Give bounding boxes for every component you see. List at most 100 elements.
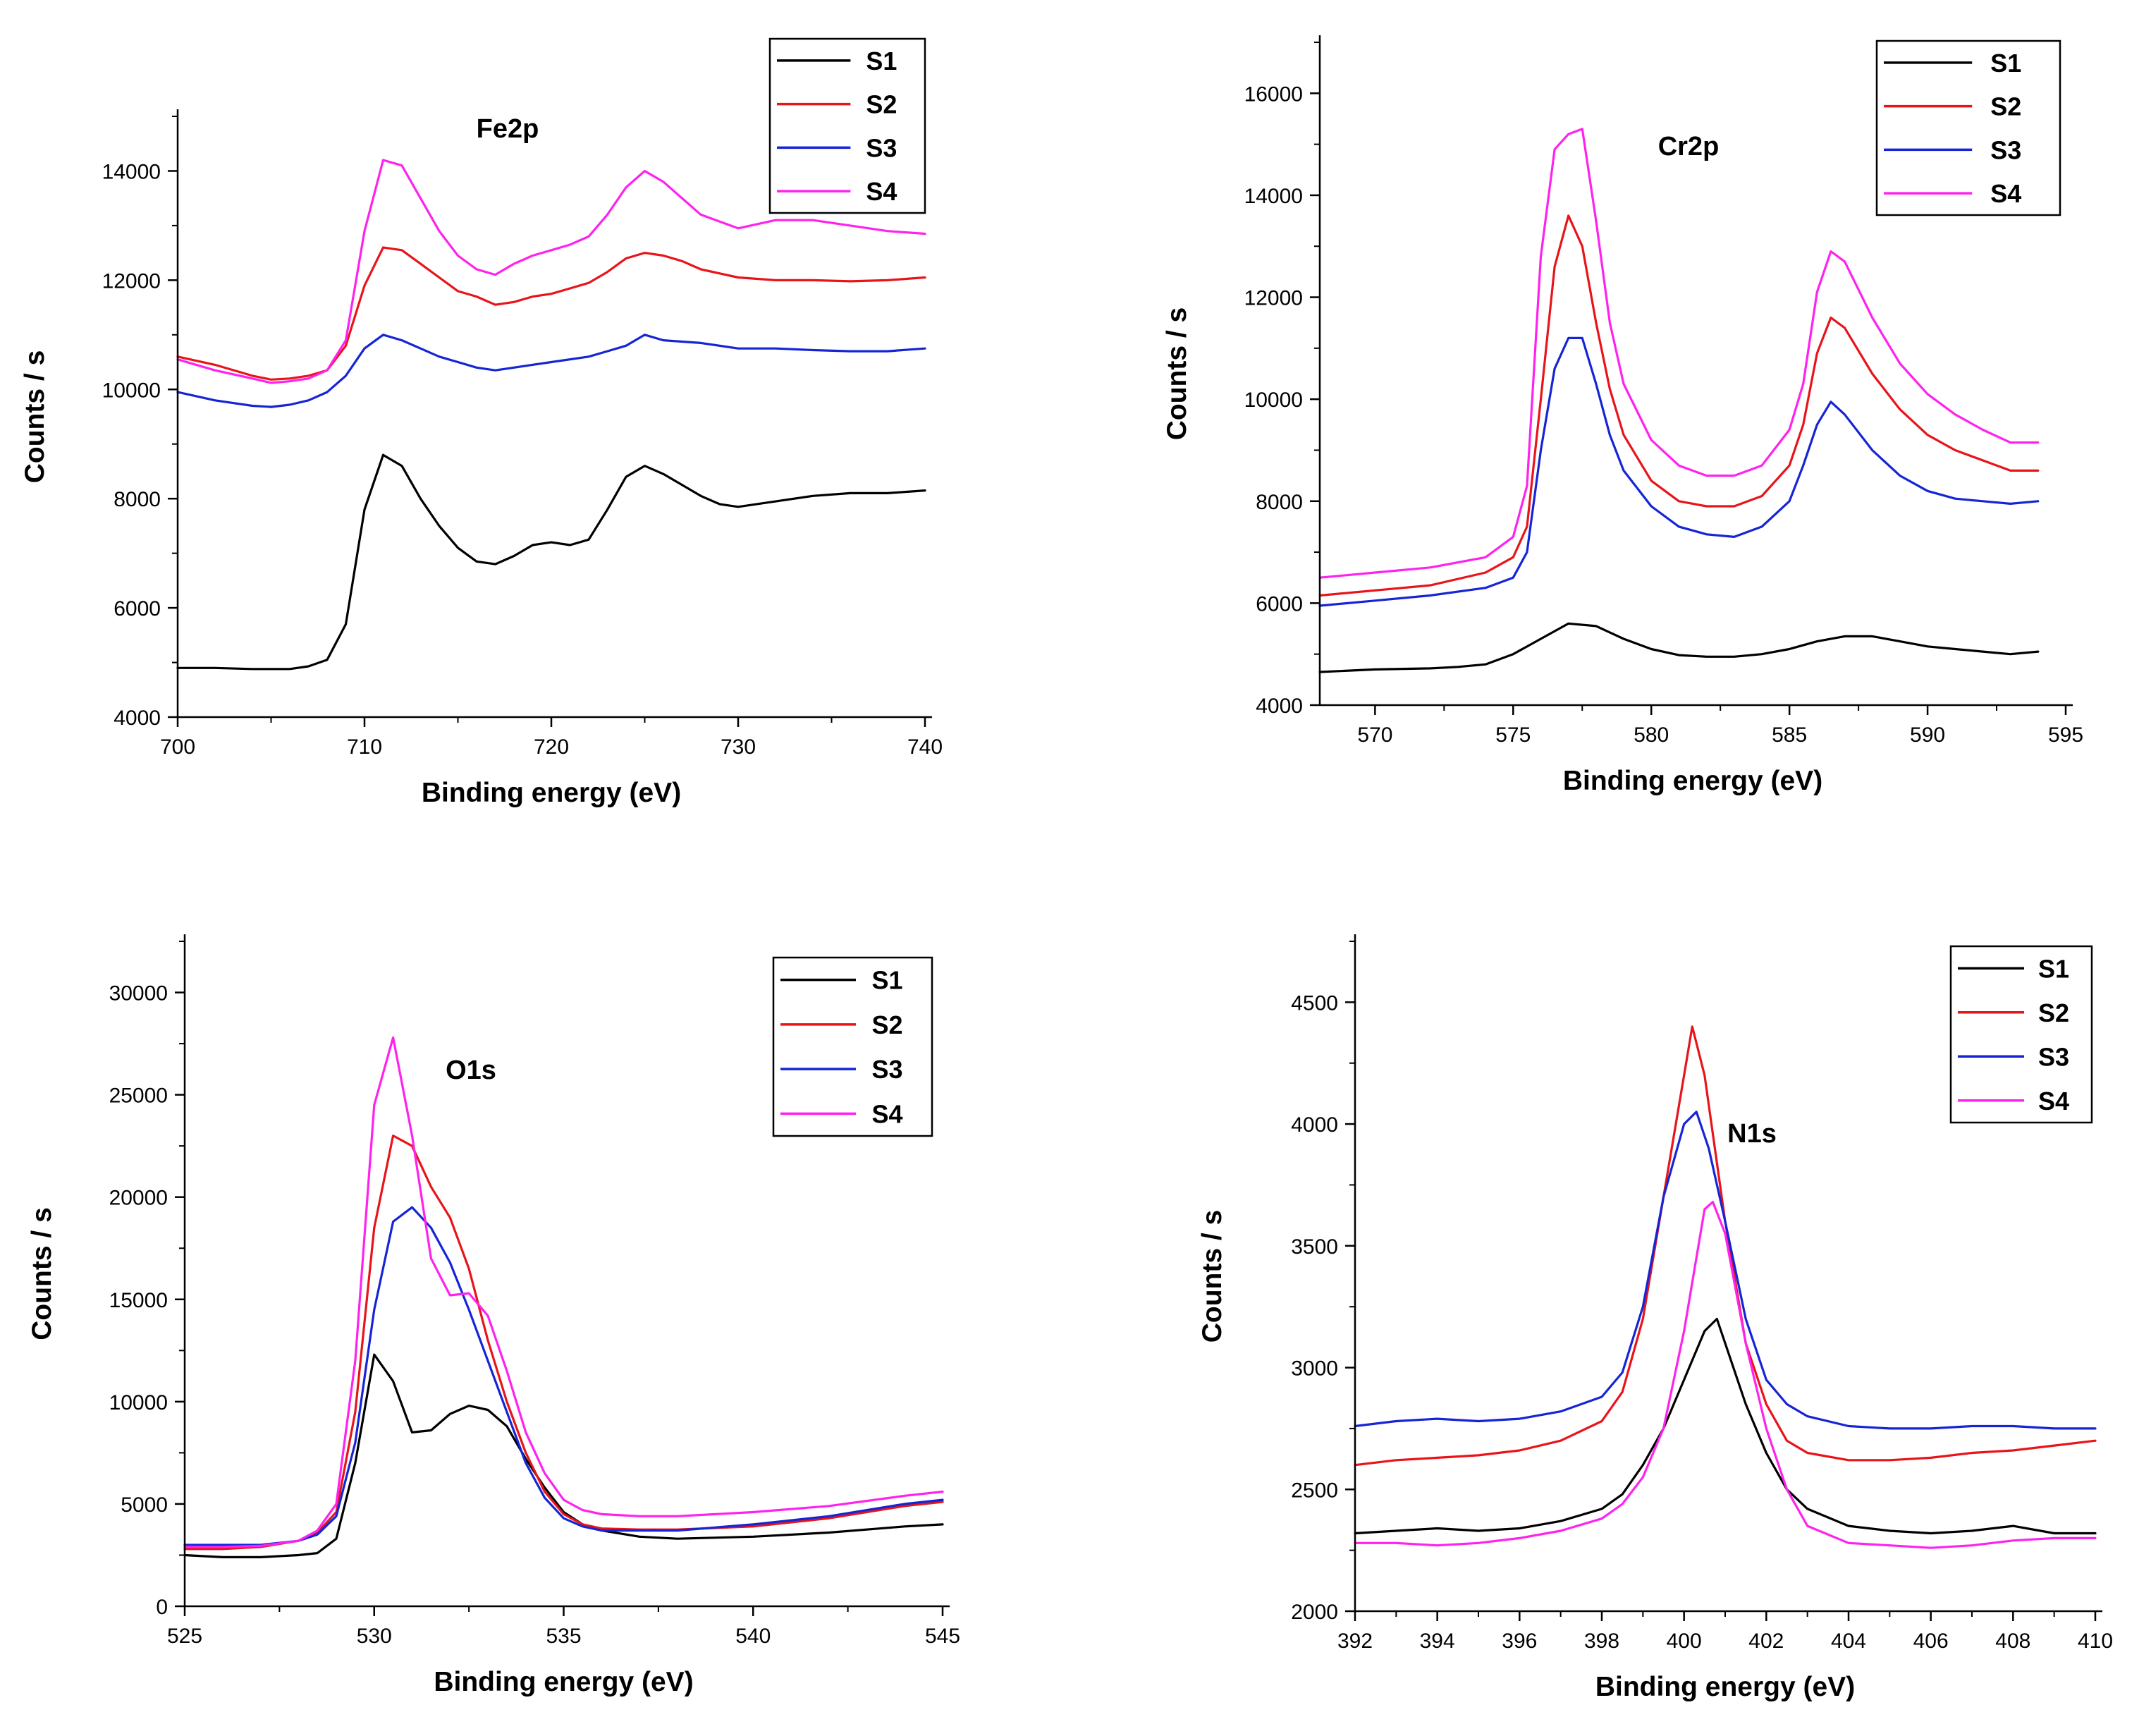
x-tick-label: 398 bbox=[1584, 1630, 1619, 1653]
y-axis-label: Counts / s bbox=[1197, 1210, 1227, 1343]
x-tick-label: 404 bbox=[1831, 1630, 1866, 1653]
series-line-s3 bbox=[176, 334, 926, 408]
legend-label-s3: S3 bbox=[1990, 135, 2021, 164]
series-line-s3 bbox=[1354, 1111, 2097, 1430]
y-axis-label: Counts / s bbox=[1162, 307, 1192, 441]
y-tick-label: 14000 bbox=[1244, 185, 1303, 208]
y-tick-label: 2500 bbox=[1291, 1479, 1338, 1502]
legend-label-s4: S4 bbox=[866, 177, 897, 206]
y-tick-label: 3500 bbox=[1291, 1235, 1338, 1259]
legend-label-s2: S2 bbox=[1990, 92, 2021, 121]
y-tick-label: 6000 bbox=[114, 597, 161, 621]
x-axis-label: Binding energy (eV) bbox=[1563, 766, 1822, 796]
x-tick-label: 595 bbox=[2048, 723, 2083, 747]
x-tick-label: 408 bbox=[1995, 1630, 2030, 1653]
x-tick-label: 700 bbox=[160, 735, 195, 759]
y-tick-label: 5000 bbox=[121, 1493, 168, 1517]
x-axis-label: Binding energy (eV) bbox=[434, 1667, 693, 1697]
legend-label-s4: S4 bbox=[2038, 1087, 2069, 1115]
y-tick-label: 12000 bbox=[1244, 287, 1303, 310]
series-line-s4 bbox=[1318, 128, 2040, 579]
x-tick-label: 394 bbox=[1420, 1630, 1455, 1653]
y-axis-label: Counts / s bbox=[27, 1207, 57, 1340]
legend-label-s3: S3 bbox=[872, 1055, 903, 1084]
legend-label-s1: S1 bbox=[866, 47, 897, 75]
legend-box bbox=[768, 37, 926, 214]
y-tick-label: 15000 bbox=[109, 1289, 168, 1312]
legend-label-s4: S4 bbox=[872, 1099, 903, 1128]
y-tick-label: 30000 bbox=[109, 982, 168, 1005]
series-line-s4 bbox=[1354, 1200, 2097, 1549]
x-tick-label: 545 bbox=[925, 1625, 960, 1648]
legend-box bbox=[772, 956, 933, 1137]
legend-label-s2: S2 bbox=[872, 1010, 903, 1039]
y-tick-label: 8000 bbox=[1256, 491, 1303, 514]
panel-title: O1s bbox=[446, 1056, 496, 1085]
legend-box bbox=[1875, 39, 2061, 216]
legend-label-s3: S3 bbox=[866, 133, 897, 162]
x-tick-label: 530 bbox=[357, 1625, 392, 1648]
y-tick-label: 16000 bbox=[1244, 82, 1303, 106]
legend-box bbox=[1949, 945, 2093, 1124]
x-tick-label: 525 bbox=[167, 1625, 202, 1648]
y-tick-label: 25000 bbox=[109, 1084, 168, 1108]
x-tick-label: 406 bbox=[1913, 1630, 1949, 1653]
y-tick-label: 2000 bbox=[1291, 1601, 1338, 1624]
y-tick-label: 10000 bbox=[102, 379, 161, 402]
series-line-s4 bbox=[176, 159, 926, 384]
series-line-s1 bbox=[1318, 622, 2040, 673]
x-axis-label: Binding energy (eV) bbox=[422, 778, 681, 808]
y-tick-label: 4000 bbox=[1256, 695, 1303, 718]
panel-title: Fe2p bbox=[477, 114, 539, 144]
series-line-s3 bbox=[183, 1206, 944, 1546]
legend-label-s2: S2 bbox=[2038, 998, 2069, 1027]
x-tick-label: 730 bbox=[721, 735, 756, 759]
x-axis-label: Binding energy (eV) bbox=[1595, 1672, 1855, 1702]
x-tick-label: 410 bbox=[2078, 1630, 2113, 1653]
x-tick-label: 710 bbox=[347, 735, 382, 759]
legend: S1 S2 S3 S4 bbox=[768, 37, 926, 214]
x-tick-label: 402 bbox=[1748, 1630, 1784, 1653]
panel-cr2p: 570 575 580 585 590 595 4000 6000 8000 10000 12000… bbox=[1162, 35, 2083, 796]
legend-label-s1: S1 bbox=[2038, 954, 2069, 983]
series-line-s1 bbox=[176, 453, 926, 671]
y-tick-label: 20000 bbox=[109, 1187, 168, 1210]
legend-label-s1: S1 bbox=[1990, 49, 2021, 78]
x-tick-label: 590 bbox=[1910, 723, 1945, 747]
legend: S1 S2 S3 S4 bbox=[772, 956, 933, 1137]
x-tick-label: 400 bbox=[1667, 1630, 1702, 1653]
legend-label-s2: S2 bbox=[866, 90, 897, 119]
x-tick-label: 575 bbox=[1495, 723, 1531, 747]
panel-fe2p: 700 710 720 730 740 4000 6000 8000 10000 12000 140… bbox=[20, 37, 943, 808]
x-tick-label: 535 bbox=[546, 1625, 581, 1648]
y-tick-label: 14000 bbox=[102, 160, 161, 183]
panel-title: Cr2p bbox=[1658, 132, 1720, 161]
series-line-s2 bbox=[1318, 214, 2040, 597]
y-tick-label: 10000 bbox=[1244, 389, 1303, 412]
legend: S1 S2 S3 S4 bbox=[1875, 39, 2061, 216]
x-tick-label: 540 bbox=[735, 1625, 771, 1648]
y-tick-label: 0 bbox=[156, 1596, 168, 1619]
series-line-s3 bbox=[1318, 336, 2040, 607]
x-tick-label: 580 bbox=[1634, 723, 1669, 747]
panel-title: N1s bbox=[1727, 1119, 1777, 1149]
y-tick-label: 4000 bbox=[114, 707, 161, 730]
legend-label-s3: S3 bbox=[2038, 1042, 2069, 1071]
x-tick-label: 740 bbox=[907, 735, 943, 759]
panel-n1s: 392 394 396 398 400 402 404 406 408 410 2000 2500 30… bbox=[1197, 934, 2113, 1702]
y-tick-label: 4000 bbox=[1291, 1113, 1338, 1137]
series-line-s2 bbox=[1354, 1025, 2097, 1467]
panel-o1s: 525 530 535 540 545 0 5000 10000 15000 20000 25000… bbox=[27, 934, 960, 1697]
series-line-s2 bbox=[183, 1134, 944, 1551]
y-tick-label: 6000 bbox=[1256, 592, 1303, 616]
y-axis-label: Counts / s bbox=[20, 350, 50, 484]
y-tick-label: 10000 bbox=[109, 1391, 168, 1414]
series-line-s2 bbox=[176, 246, 926, 381]
x-tick-label: 392 bbox=[1337, 1630, 1373, 1653]
x-tick-label: 585 bbox=[1772, 723, 1807, 747]
legend: S1 S2 S3 S4 bbox=[1949, 945, 2093, 1124]
x-tick-label: 570 bbox=[1357, 723, 1392, 747]
legend-label-s1: S1 bbox=[872, 966, 903, 995]
series-line-s1 bbox=[183, 1353, 944, 1558]
